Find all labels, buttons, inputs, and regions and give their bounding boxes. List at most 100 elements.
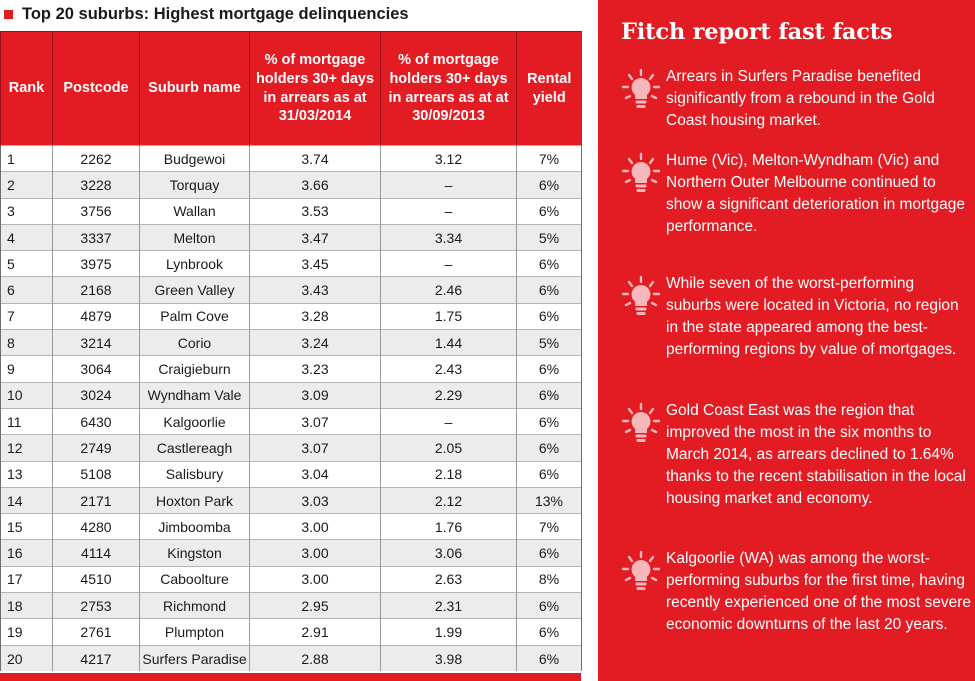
table-row: 15 4280 Jimboomba 3.00 1.76 7% (0, 513, 582, 540)
cell-pct-2014: 3.07 (249, 434, 381, 462)
cell-suburb: Hoxton Park (139, 486, 250, 514)
table-row: 5 3975 Lynbrook 3.45–6% (0, 250, 582, 277)
cell-rental: 6% (516, 302, 582, 330)
table-header-row: Rank Postcode Suburb name % of mortgage … (0, 31, 582, 146)
fact-text: While seven of the worst-performing subu… (666, 275, 959, 358)
lightbulb-icon (620, 68, 662, 112)
cell-suburb: Castlereagh (139, 434, 250, 462)
cell-pct-2013: 2.31 (380, 592, 517, 619)
cell-pct-2013: 1.99 (380, 618, 517, 646)
cell-rental: 7% (516, 513, 582, 540)
header-pct-2014: % of mortgage holders 30+ days in arrear… (249, 31, 381, 146)
cell-rental: 6% (516, 434, 582, 462)
cell-pct-2013: 2.43 (380, 355, 517, 383)
cell-postcode: 2749 (52, 434, 140, 462)
cell-rank: 9 (0, 355, 53, 383)
cell-suburb: Melton (139, 223, 250, 251)
cell-rental: 6% (516, 355, 582, 383)
cell-rank: 7 (0, 302, 53, 330)
cell-pct-2014: 3.24 (249, 329, 381, 356)
lightbulb-icon (620, 550, 662, 594)
table-row: 8 3214 Corio 3.24 1.44 5% (0, 329, 582, 356)
cell-postcode: 3214 (52, 329, 140, 356)
fact-item: Hume (Vic), Melton-Wyndham (Vic) and Nor… (620, 150, 975, 238)
header-postcode: Postcode (52, 31, 140, 146)
cell-rank: 4 (0, 223, 53, 251)
cell-postcode: 2761 (52, 618, 140, 646)
facts-title: Fitch report fast facts (621, 19, 893, 45)
table-row: 19 2761 Plumpton 2.91 1.99 6% (0, 618, 582, 646)
fact-text: Hume (Vic), Melton-Wyndham (Vic) and Nor… (666, 152, 965, 235)
table-row: 16 4114 Kingston 3.00 3.06 6% (0, 539, 582, 567)
cell-postcode: 3228 (52, 171, 140, 199)
cell-pct-2014: 3.45 (249, 250, 381, 277)
header-pct-2013: % of mortgage holders 30+ days in arrear… (380, 31, 517, 146)
table-title-bar: Top 20 suburbs: Highest mortgage delinqu… (0, 0, 582, 28)
table-row: 4 3337 Melton 3.47 3.34 5% (0, 223, 582, 251)
fact-text: Arrears in Surfers Paradise benefited si… (666, 68, 935, 129)
cell-rank: 16 (0, 539, 53, 567)
cell-suburb: Jimboomba (139, 513, 250, 540)
cell-pct-2014: 3.07 (249, 407, 381, 435)
cell-rental: 13% (516, 486, 582, 514)
cell-rank: 3 (0, 197, 53, 225)
cell-rank: 17 (0, 565, 53, 593)
table-row: 12 2749 Castlereagh 3.07 2.05 6% (0, 434, 582, 462)
cell-pct-2013: – (380, 407, 517, 435)
cell-postcode: 2171 (52, 486, 140, 514)
cell-rental: 8% (516, 565, 582, 593)
cell-pct-2013: 3.12 (380, 144, 517, 172)
cell-postcode: 3064 (52, 355, 140, 383)
cell-rental: 7% (516, 144, 582, 172)
cell-pct-2013: 2.63 (380, 565, 517, 593)
cell-rank: 6 (0, 276, 53, 304)
cell-pct-2014: 3.47 (249, 223, 381, 251)
cell-suburb: Craigieburn (139, 355, 250, 383)
fact-item: Kalgoorlie (WA) was among the worst-perf… (620, 548, 975, 636)
cell-suburb: Surfers Paradise (139, 644, 250, 672)
title-marker-square (4, 9, 13, 19)
table-bottom-rule (0, 673, 581, 681)
cell-suburb: Wallan (139, 197, 250, 225)
cell-rank: 12 (0, 434, 53, 462)
cell-rank: 2 (0, 171, 53, 199)
cell-pct-2014: 2.95 (249, 592, 381, 619)
fact-text: Kalgoorlie (WA) was among the worst-perf… (666, 550, 972, 633)
table-row: 20 4217 Surfers Paradise 2.88 3.98 6% (0, 644, 582, 672)
cell-rental: 6% (516, 644, 582, 672)
cell-rental: 6% (516, 618, 582, 646)
cell-suburb: Palm Cove (139, 302, 250, 330)
cell-postcode: 2168 (52, 276, 140, 304)
cell-rental: 6% (516, 197, 582, 225)
cell-pct-2013: 1.76 (380, 513, 517, 540)
header-rank: Rank (0, 31, 53, 146)
header-suburb: Suburb name (139, 31, 250, 146)
cell-rank: 20 (0, 644, 53, 672)
table-row: 17 4510 Caboolture 3.00 2.63 8% (0, 565, 582, 593)
cell-rank: 19 (0, 618, 53, 646)
cell-rank: 10 (0, 381, 53, 409)
cell-rental: 5% (516, 223, 582, 251)
cell-postcode: 4510 (52, 565, 140, 593)
cell-pct-2014: 3.66 (249, 171, 381, 199)
cell-pct-2013: – (380, 197, 517, 225)
lightbulb-icon (620, 275, 662, 319)
cell-rank: 13 (0, 460, 53, 488)
cell-suburb: Corio (139, 329, 250, 356)
cell-rental: 6% (516, 592, 582, 619)
cell-suburb: Salisbury (139, 460, 250, 488)
cell-suburb: Torquay (139, 171, 250, 199)
cell-suburb: Plumpton (139, 618, 250, 646)
cell-rental: 6% (516, 539, 582, 567)
cell-pct-2014: 3.00 (249, 539, 381, 567)
cell-pct-2013: 2.18 (380, 460, 517, 488)
cell-pct-2013: 3.98 (380, 644, 517, 672)
cell-rank: 5 (0, 250, 53, 277)
table-row: 1 2262 Budgewoi 3.74 3.12 7% (0, 144, 582, 172)
cell-pct-2014: 3.43 (249, 276, 381, 304)
fact-item: While seven of the worst-performing subu… (620, 273, 975, 361)
cell-rank: 11 (0, 407, 53, 435)
cell-pct-2013: 2.46 (380, 276, 517, 304)
table-body: 1 2262 Budgewoi 3.74 3.12 7% 2 3228 Torquay 3.66–… (0, 144, 582, 672)
cell-rental: 6% (516, 276, 582, 304)
